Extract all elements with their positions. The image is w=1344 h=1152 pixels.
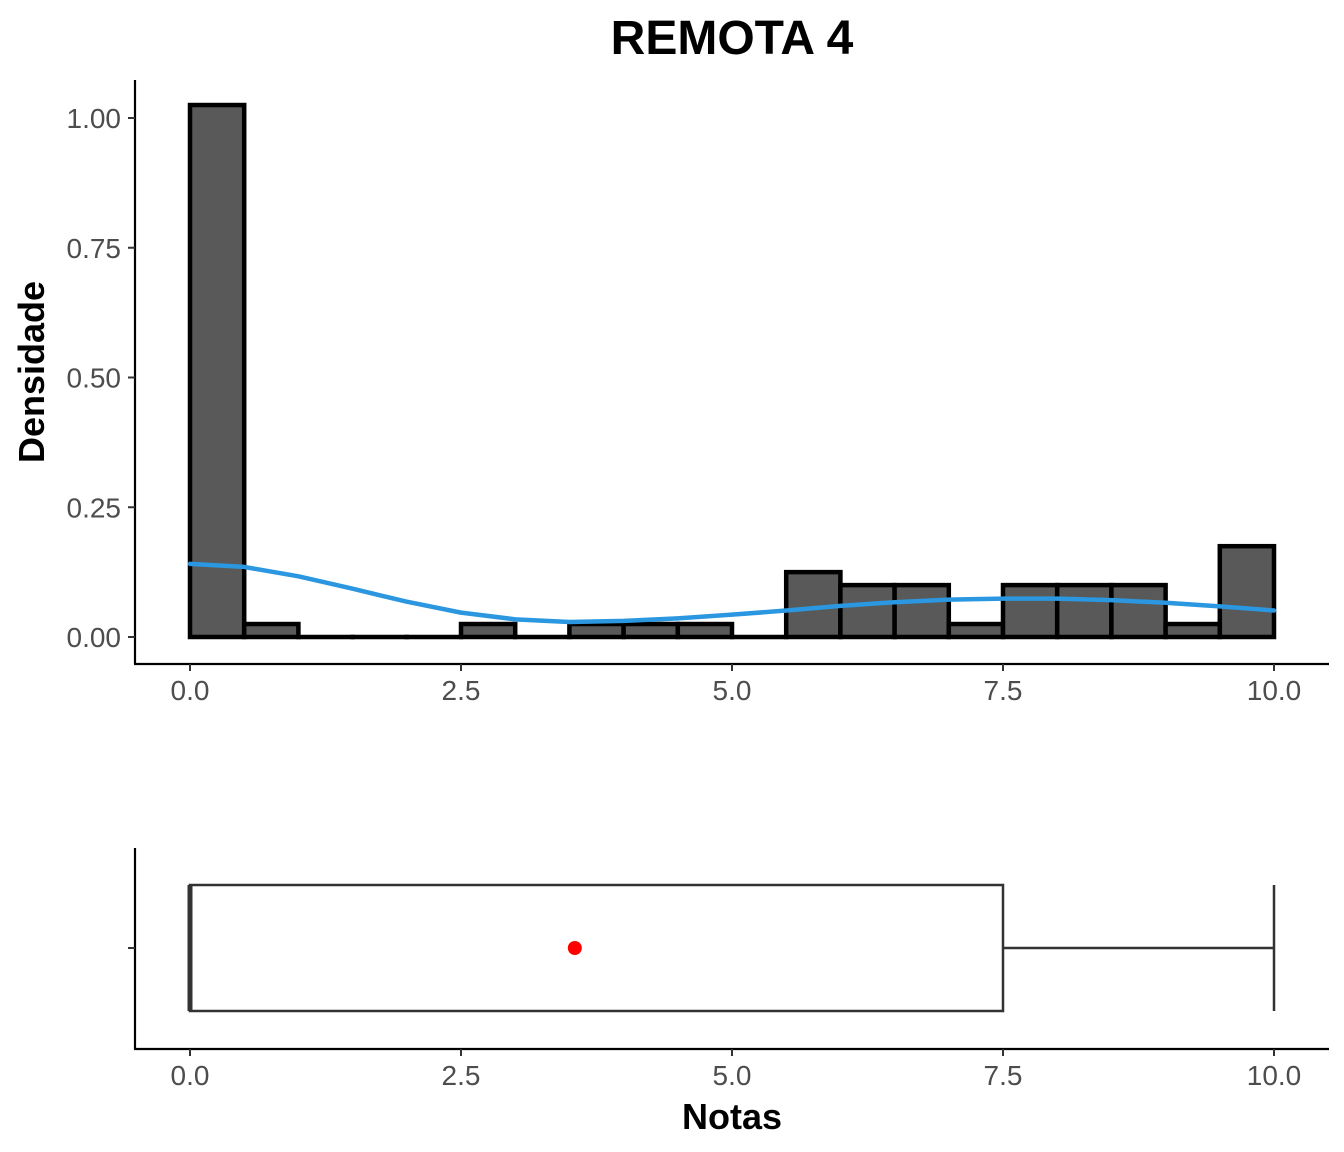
x-axis-title: Notas: [682, 1096, 782, 1137]
box-x-tick-label-0: 0.0: [171, 1060, 210, 1091]
boxplot-elements: [187, 883, 1276, 1013]
hist-y-tick-label-4: 1.00: [67, 103, 122, 134]
histogram-panel: 0.00 0.25 0.50 0.75 1.00 0.0 2.5 5.0 7.5 10.0 De…: [11, 80, 1329, 706]
hist-x-ticks: 0.0 2.5 5.0 7.5 10.0: [171, 664, 1302, 706]
hist-x-tick-label-4: 10.0: [1247, 675, 1302, 706]
hist-x-tick-label-0: 0.0: [171, 675, 210, 706]
histogram-bar-19: [1217, 543, 1277, 640]
boxplot-mean-point: [567, 941, 582, 955]
box-x-tick-label-4: 10.0: [1247, 1060, 1302, 1091]
hist-y-tick-label-1: 0.25: [67, 492, 122, 523]
hist-y-tick-label-2: 0.50: [67, 363, 122, 394]
histogram-bar-18: [1163, 621, 1223, 640]
histogram-bar-0: [187, 102, 247, 640]
hist-x-tick-label-2: 5.0: [713, 675, 752, 706]
histogram-bar-1: [241, 621, 301, 640]
box-x-tick-label-2: 5.0: [713, 1060, 752, 1091]
box-x-tick-label-3: 7.5: [984, 1060, 1023, 1091]
histogram-bar-8: [621, 621, 681, 640]
density-curve: [187, 561, 1277, 625]
boxplot-box: [188, 883, 1005, 1013]
histogram-bar-15: [1000, 582, 1060, 640]
hist-y-tick-label-3: 0.75: [67, 233, 122, 264]
chart-title: REMOTA 4: [611, 12, 854, 65]
y-axis-title: Densidade: [11, 281, 52, 463]
hist-y-tick-label-0: 0.00: [67, 622, 122, 653]
histogram-bar-9: [675, 621, 735, 640]
box-x-tick-label-1: 2.5: [442, 1060, 481, 1091]
histogram-bar-16: [1054, 582, 1114, 640]
histogram-bar-17: [1109, 582, 1168, 640]
histogram-bars: [187, 102, 1277, 640]
box-x-ticks: 0.0 2.5 5.0 7.5 10.0: [171, 1049, 1302, 1091]
histogram-bar-5: [458, 621, 518, 640]
histogram-bar-14: [946, 621, 1006, 640]
histogram-bar-7: [567, 621, 626, 640]
histogram-bar-12: [838, 582, 897, 640]
hist-x-tick-label-3: 7.5: [984, 675, 1023, 706]
hist-y-ticks: 0.00 0.25 0.50 0.75 1.00: [67, 103, 135, 653]
hist-x-tick-label-1: 2.5: [442, 675, 481, 706]
boxplot-panel: 0.0 2.5 5.0 7.5 10.0 Notas: [128, 848, 1329, 1137]
histogram-bar-13: [892, 582, 952, 640]
